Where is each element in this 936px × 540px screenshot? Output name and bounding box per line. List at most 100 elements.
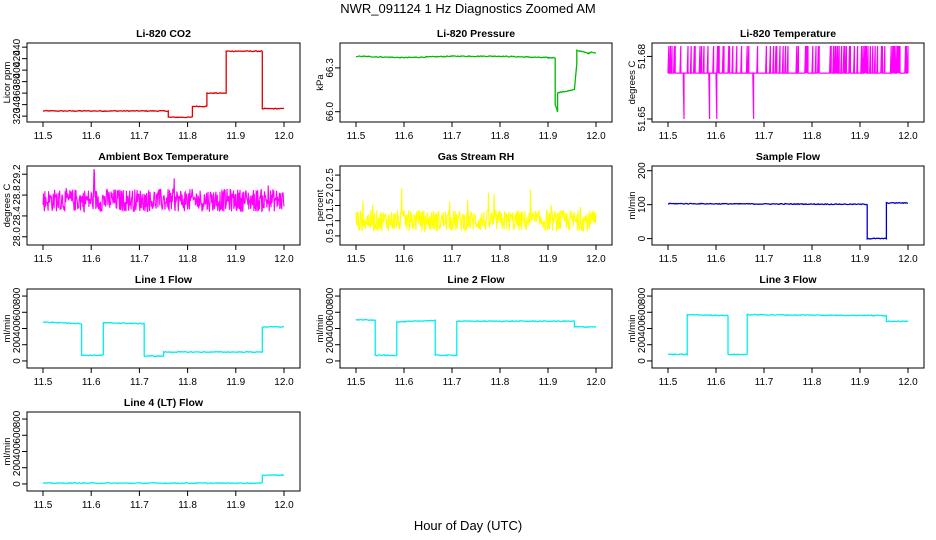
x-tick-label: 11.9 [539, 254, 558, 265]
panel-title: Li-820 Temperature [740, 28, 836, 40]
plot-frame [26, 165, 301, 246]
x-tick-label: 11.6 [82, 377, 101, 388]
x-tick-label: 11.8 [491, 131, 510, 142]
y-tick-label: 200 [12, 336, 23, 353]
x-tick-label: 11.7 [443, 377, 462, 388]
x-tick-label: 11.8 [178, 377, 197, 388]
series-line [42, 50, 285, 119]
plot-frame [26, 42, 301, 123]
x-tick-label: 11.7 [130, 500, 149, 511]
x-tick-label: 11.8 [178, 131, 197, 142]
series-line [355, 49, 597, 113]
x-tick-label: 11.5 [659, 254, 678, 265]
plot-frame [651, 42, 925, 123]
x-tick-label: 11.5 [347, 254, 366, 265]
x-tick-label: 11.6 [395, 377, 414, 388]
panel-title: Sample Flow [756, 151, 821, 163]
y-tick-label: 28.8 [12, 185, 23, 205]
x-tick-label: 12.0 [586, 254, 606, 265]
panel-5: Gas Stream RH percent 11.5 11.6 11.7 11.8 11.9… [315, 151, 613, 265]
x-tick-label: 12.0 [274, 131, 294, 142]
panel-title: Ambient Box Temperature [98, 151, 229, 163]
x-tick-label: 11.5 [34, 254, 53, 265]
y-tick-label: 51.65 [637, 106, 648, 131]
y-tick-label: 340 [12, 96, 23, 113]
plot-frame [339, 42, 613, 123]
y-tick-label: 2.5 [325, 168, 336, 182]
x-tick-label: 11.9 [539, 377, 558, 388]
x-tick-label: 11.5 [659, 131, 678, 142]
x-tick-label: 11.5 [347, 377, 366, 388]
y-tick-label: 600 [637, 303, 648, 320]
x-tick-label: 11.6 [82, 500, 101, 511]
y-tick-label: 1.0 [325, 213, 336, 227]
y-tick-label: 360 [12, 84, 23, 101]
x-tick-label: 11.9 [226, 254, 245, 265]
panel-3: Li-820 Temperature degrees C 11.5 11.6 11.7 1… [627, 28, 925, 142]
y-tick-label: 800 [12, 287, 23, 304]
x-tick-label: 12.0 [274, 254, 294, 265]
y-axis-label: degrees C [2, 183, 13, 227]
y-tick-label: 0.5 [325, 229, 336, 243]
series-line [42, 473, 285, 485]
y-tick-label: 0 [12, 358, 23, 364]
x-tick-label: 11.7 [443, 254, 462, 265]
y-axis-label: percent [315, 189, 326, 221]
x-tick-label: 11.5 [347, 131, 366, 142]
y-tick-label: 400 [637, 320, 648, 337]
y-tick-label: 200 [637, 162, 648, 179]
panel-title: Li-820 Pressure [437, 28, 515, 40]
y-tick-label: 600 [12, 303, 23, 320]
y-tick-label: 400 [12, 320, 23, 337]
plot-frame [651, 288, 925, 369]
y-tick-label: 440 [12, 38, 23, 55]
x-tick-label: 11.6 [82, 131, 101, 142]
panel-title: Line 4 (LT) Flow [124, 397, 204, 409]
y-tick-label: 400 [12, 61, 23, 78]
y-axis-label: ml/min [627, 315, 638, 343]
x-tick-label: 11.5 [34, 500, 53, 511]
panel-7: Line 1 Flow ml/min 11.5 11.6 11.7 11.8 11.9 12.… [2, 274, 301, 388]
x-tick-label: 11.7 [130, 131, 149, 142]
x-tick-label: 12.0 [898, 254, 918, 265]
y-tick-label: 100 [637, 196, 648, 213]
x-tick-label: 12.0 [898, 131, 918, 142]
x-tick-label: 11.8 [178, 254, 197, 265]
y-tick-label: 28.0 [12, 227, 23, 247]
y-tick-label: 2.0 [325, 183, 336, 197]
x-tick-label: 11.6 [395, 131, 414, 142]
y-tick-label: 66.0 [325, 102, 336, 122]
panel-title: Line 3 Flow [759, 274, 817, 286]
x-tick-label: 11.6 [707, 377, 726, 388]
x-tick-label: 11.5 [659, 377, 678, 388]
x-tick-label: 11.9 [539, 131, 558, 142]
panel-10: Line 4 (LT) Flow ml/min 11.5 11.6 11.7 11.8 11… [2, 397, 301, 511]
x-tick-label: 11.8 [178, 500, 197, 511]
y-axis-label: ml/min [627, 192, 638, 220]
y-tick-label: 0 [12, 481, 23, 487]
y-tick-label: 800 [12, 410, 23, 427]
x-tick-label: 11.9 [851, 377, 870, 388]
y-tick-label: 400 [12, 443, 23, 460]
y-tick-label: 0 [637, 235, 648, 241]
x-tick-label: 11.9 [851, 131, 870, 142]
y-tick-label: 200 [637, 336, 648, 353]
x-tick-label: 11.8 [491, 254, 510, 265]
x-tick-label: 11.7 [755, 131, 774, 142]
y-tick-label: 400 [325, 320, 336, 337]
panel-title: Line 1 Flow [135, 274, 193, 286]
y-tick-label: 29.2 [12, 164, 23, 184]
x-tick-label: 11.7 [755, 254, 774, 265]
panel-8: Line 2 Flow ml/min 11.5 11.6 11.7 11.8 11.9 12.… [315, 274, 613, 388]
plot-frame [339, 288, 613, 369]
x-tick-label: 11.5 [34, 377, 53, 388]
figure-x-axis-label: Hour of Day (UTC) [413, 518, 523, 533]
x-tick-label: 11.7 [130, 377, 149, 388]
y-tick-label: 0 [637, 358, 648, 364]
plot-frame [651, 165, 925, 246]
y-tick-label: 380 [12, 73, 23, 90]
series-line [355, 318, 597, 357]
y-axis-label: ml/min [2, 315, 13, 343]
series-line [667, 201, 909, 240]
panel-9: Line 3 Flow ml/min 11.5 11.6 11.7 11.8 11.9 12.… [627, 274, 925, 388]
